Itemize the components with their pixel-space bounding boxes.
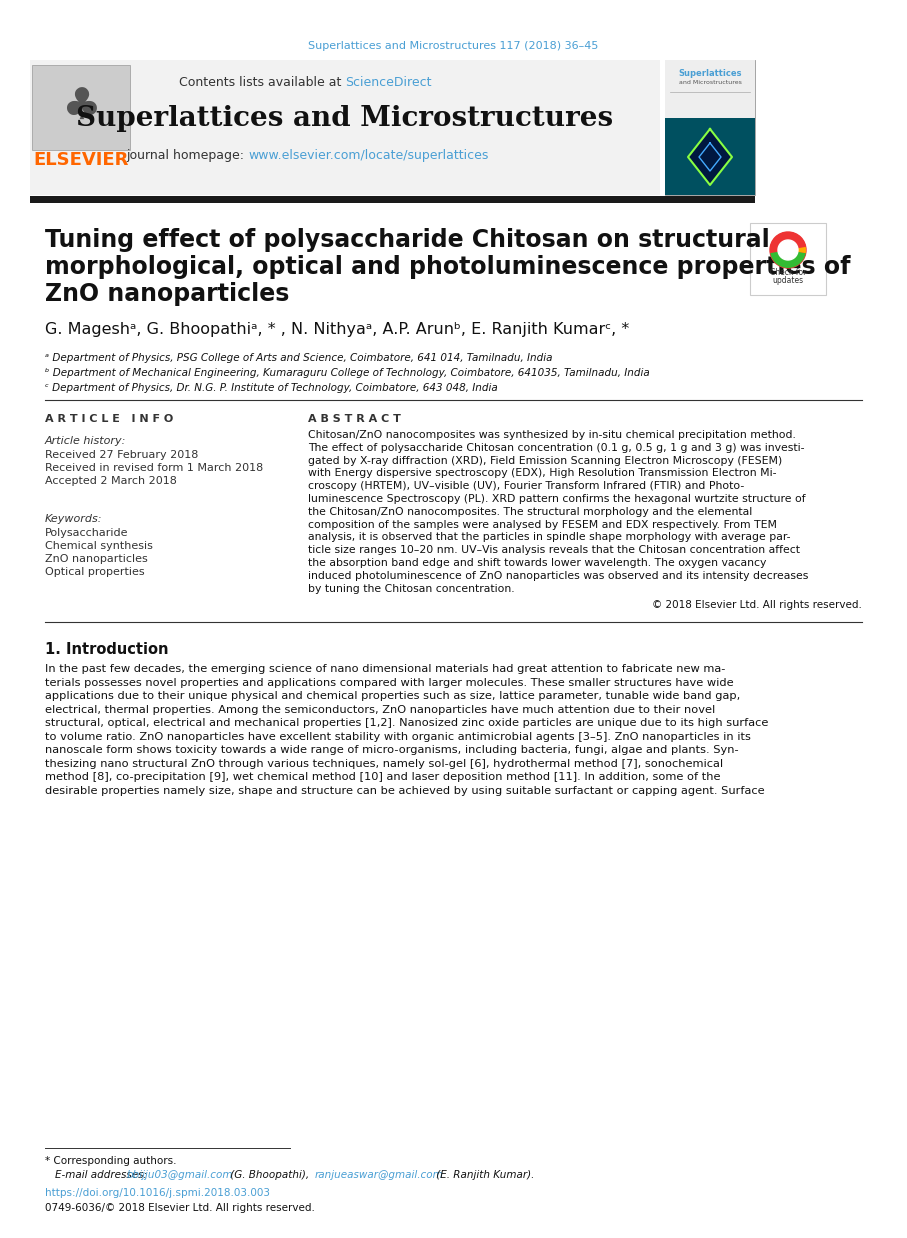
Text: structural, optical, electrical and mechanical properties [1,2]. Nanosized zinc : structural, optical, electrical and mech… (45, 718, 768, 728)
FancyBboxPatch shape (30, 59, 660, 196)
Text: © 2018 Elsevier Ltd. All rights reserved.: © 2018 Elsevier Ltd. All rights reserved… (652, 600, 862, 610)
Text: with Energy dispersive spectroscopy (EDX), High Resolution Transmission Electron: with Energy dispersive spectroscopy (EDX… (308, 468, 776, 478)
Text: Chemical synthesis: Chemical synthesis (45, 541, 153, 551)
Text: analysis, it is observed that the particles in spindle shape morphology with ave: analysis, it is observed that the partic… (308, 532, 791, 542)
Polygon shape (688, 129, 732, 184)
Text: ᵇ Department of Mechanical Engineering, Kumaraguru College of Technology, Coimba: ᵇ Department of Mechanical Engineering, … (45, 368, 649, 378)
Text: ranjueaswar@gmail.com: ranjueaswar@gmail.com (315, 1170, 444, 1180)
FancyBboxPatch shape (32, 66, 130, 150)
Text: electrical, thermal properties. Among the semiconductors, ZnO nanoparticles have: electrical, thermal properties. Among th… (45, 704, 716, 714)
Circle shape (778, 240, 798, 260)
Text: the Chitosan/ZnO nanocomposites. The structural morphology and the elemental: the Chitosan/ZnO nanocomposites. The str… (308, 506, 752, 516)
Text: updates: updates (773, 276, 804, 285)
Text: ZnO nanoparticles: ZnO nanoparticles (45, 553, 148, 565)
FancyBboxPatch shape (665, 59, 755, 196)
FancyBboxPatch shape (665, 118, 755, 196)
Text: ♣: ♣ (61, 85, 101, 129)
Text: desirable properties namely size, shape and structure can be achieved by using s: desirable properties namely size, shape … (45, 786, 765, 796)
Text: terials possesses novel properties and applications compared with larger molecul: terials possesses novel properties and a… (45, 678, 734, 688)
Text: method [8], co-precipitation [9], wet chemical method [10] and laser deposition : method [8], co-precipitation [9], wet ch… (45, 773, 720, 782)
Text: Superlattices: Superlattices (678, 68, 742, 78)
Text: Accepted 2 March 2018: Accepted 2 March 2018 (45, 475, 177, 487)
Text: A R T I C L E   I N F O: A R T I C L E I N F O (45, 413, 173, 423)
Text: * Corresponding authors.: * Corresponding authors. (45, 1156, 177, 1166)
Text: to volume ratio. ZnO nanoparticles have excellent stability with organic antimic: to volume ratio. ZnO nanoparticles have … (45, 732, 751, 742)
Text: ELSEVIER: ELSEVIER (34, 151, 129, 170)
Text: The effect of polysaccharide Chitosan concentration (0.1 g, 0.5 g, 1 g and 3 g) : The effect of polysaccharide Chitosan co… (308, 443, 805, 453)
Text: gated by X-ray diffraction (XRD), Field Emission Scanning Electron Microscopy (F: gated by X-ray diffraction (XRD), Field … (308, 456, 782, 465)
Text: nanoscale form shows toxicity towards a wide range of micro-organisms, including: nanoscale form shows toxicity towards a … (45, 745, 738, 755)
Text: 0749-6036/© 2018 Elsevier Ltd. All rights reserved.: 0749-6036/© 2018 Elsevier Ltd. All right… (45, 1203, 315, 1213)
Text: A B S T R A C T: A B S T R A C T (308, 413, 401, 423)
Wedge shape (770, 232, 805, 250)
Text: (G. Bhoopathi),: (G. Bhoopathi), (227, 1170, 312, 1180)
Wedge shape (770, 250, 805, 267)
Text: www.elsevier.com/locate/superlattices: www.elsevier.com/locate/superlattices (248, 149, 488, 161)
Text: croscopy (HRTEM), UV–visible (UV), Fourier Transform Infrared (FTIR) and Photo-: croscopy (HRTEM), UV–visible (UV), Fouri… (308, 482, 745, 491)
Text: Received in revised form 1 March 2018: Received in revised form 1 March 2018 (45, 463, 263, 473)
Text: ᶜ Department of Physics, Dr. N.G. P. Institute of Technology, Coimbatore, 643 04: ᶜ Department of Physics, Dr. N.G. P. Ins… (45, 383, 498, 392)
Text: morphological, optical and photoluminescence properties of: morphological, optical and photoluminesc… (45, 255, 851, 279)
Text: ticle size ranges 10–20 nm. UV–Vis analysis reveals that the Chitosan concentrat: ticle size ranges 10–20 nm. UV–Vis analy… (308, 545, 800, 555)
Circle shape (770, 232, 806, 267)
Text: Contents lists available at: Contents lists available at (179, 77, 345, 89)
Text: 1. Introduction: 1. Introduction (45, 643, 169, 657)
Wedge shape (788, 246, 806, 253)
Text: Polysaccharide: Polysaccharide (45, 527, 129, 539)
Text: Superlattices and Microstructures 117 (2018) 36–45: Superlattices and Microstructures 117 (2… (307, 41, 599, 51)
Text: the absorption band edge and shift towards lower wavelength. The oxygen vacancy: the absorption band edge and shift towar… (308, 558, 766, 568)
Text: ZnO nanoparticles: ZnO nanoparticles (45, 282, 289, 306)
Text: induced photoluminescence of ZnO nanoparticles was observed and its intensity de: induced photoluminescence of ZnO nanopar… (308, 571, 808, 581)
FancyBboxPatch shape (30, 196, 755, 203)
Text: E-mail addresses:: E-mail addresses: (55, 1170, 151, 1180)
Text: G. Mageshᵃ, G. Bhoopathiᵃ, * , N. Nithyaᵃ, A.P. Arunᵇ, E. Ranjith Kumarᶜ, *: G. Mageshᵃ, G. Bhoopathiᵃ, * , N. Nithya… (45, 322, 629, 337)
Text: luminescence Spectroscopy (PL). XRD pattern confirms the hexagonal wurtzite stru: luminescence Spectroscopy (PL). XRD patt… (308, 494, 805, 504)
Text: thesizing nano structural ZnO through various techniques, namely sol-gel [6], hy: thesizing nano structural ZnO through va… (45, 759, 723, 769)
Text: Chitosan/ZnO nanocomposites was synthesized by in-situ chemical precipitation me: Chitosan/ZnO nanocomposites was synthesi… (308, 430, 795, 439)
Text: Article history:: Article history: (45, 436, 126, 446)
Text: (E. Ranjith Kumar).: (E. Ranjith Kumar). (433, 1170, 534, 1180)
Text: Tuning effect of polysaccharide Chitosan on structural,: Tuning effect of polysaccharide Chitosan… (45, 228, 778, 253)
Text: Superlattices and Microstructures: Superlattices and Microstructures (76, 104, 613, 131)
Text: Optical properties: Optical properties (45, 567, 144, 577)
Text: composition of the samples were analysed by FESEM and EDX respectively. From TEM: composition of the samples were analysed… (308, 520, 777, 530)
Text: journal homepage:: journal homepage: (126, 149, 248, 161)
Text: In the past few decades, the emerging science of nano dimensional materials had : In the past few decades, the emerging sc… (45, 665, 726, 675)
Text: bbijju03@gmail.com: bbijju03@gmail.com (127, 1170, 233, 1180)
FancyBboxPatch shape (665, 59, 755, 118)
Text: https://doi.org/10.1016/j.spmi.2018.03.003: https://doi.org/10.1016/j.spmi.2018.03.0… (45, 1188, 270, 1198)
Text: Keywords:: Keywords: (45, 514, 102, 524)
Text: ᵃ Department of Physics, PSG College of Arts and Science, Coimbatore, 641 014, T: ᵃ Department of Physics, PSG College of … (45, 353, 552, 363)
Text: applications due to their unique physical and chemical properties such as size, : applications due to their unique physica… (45, 691, 740, 702)
Text: Check for: Check for (770, 267, 806, 277)
Text: Received 27 February 2018: Received 27 February 2018 (45, 449, 199, 461)
Text: by tuning the Chitosan concentration.: by tuning the Chitosan concentration. (308, 583, 514, 593)
Text: ScienceDirect: ScienceDirect (345, 77, 432, 89)
Text: and Microstructures: and Microstructures (678, 80, 741, 85)
FancyBboxPatch shape (750, 223, 826, 295)
